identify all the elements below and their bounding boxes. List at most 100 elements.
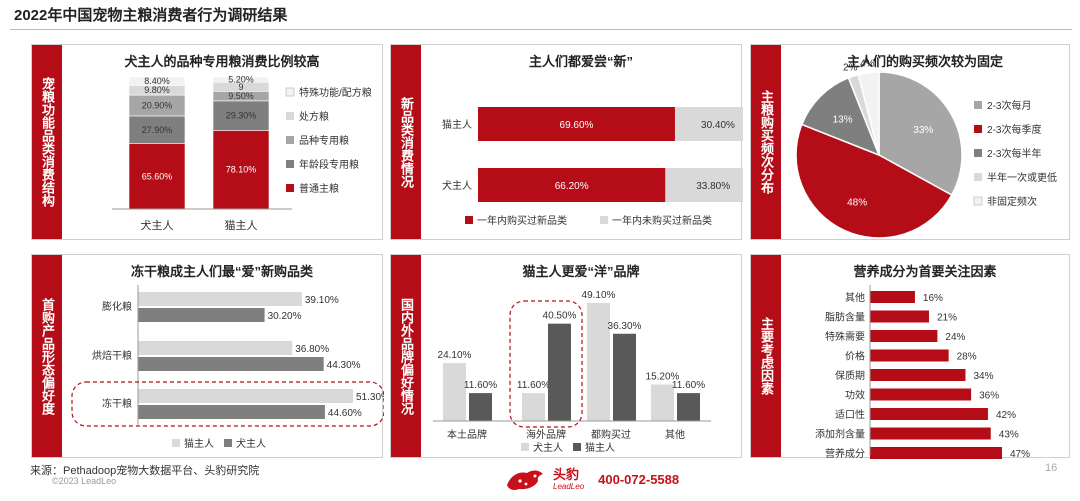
data-label: 11.60% [672,380,705,391]
stacked-bar-segment [665,168,743,202]
bar [870,349,949,362]
brand-footer: 头豹 LeadLeo 400-072-5588 [505,465,679,493]
bar [870,388,972,401]
legend-label: 2-3次每季度 [987,123,1041,136]
panel-purchase-frequency: 主粮购买频次分布 主人们的购买频次较为固定 33% 48% 13% 2% 4% 2-3次每… [750,44,1070,240]
data-label: 9.50% [228,91,254,101]
column [587,303,610,421]
y-tick-label: 适口性 [835,408,865,421]
data-label: 2% [843,63,858,74]
data-label: 44.60% [328,408,362,419]
data-label: 8.40% [144,76,170,86]
y-tick-label: 犬主人 [442,179,472,192]
legend-label: 猫主人 [585,441,615,454]
data-label: 43% [999,430,1019,441]
panel-first-purchase-form: 首购产品形态偏好度 冻干粮成主人们最“爱”新购品类 膨化粮 39.10% 30.20… [31,254,384,458]
stacked-segment [128,115,186,144]
data-label: 21% [937,313,957,324]
panel-sidebar: 主粮购买频次分布 [751,45,781,239]
data-label: 28% [957,352,977,363]
legend-label: 一年内购买过新品类 [477,214,567,227]
bar [870,291,915,303]
bar [138,405,325,419]
data-label: 24.10% [438,350,472,361]
source-note: 来源：Pethadoop宠物大数据平台、头豹研究院 [30,465,260,477]
data-label: 33% [913,125,933,136]
legend-swatch [286,160,294,168]
chart-new-product: 猫主人 69.60% 30.40% 犬主人 66.20% 33.80% 一年内购买过新品类 一… [442,107,743,227]
copyright: ©2023 LeadLeo [52,476,117,486]
bar [138,341,293,355]
legend-swatch [973,196,983,206]
chart-key-factors: 其他 16% 脂肪含量 21% 特殊需要 24% 价格 28% 保质期 34% 功效 36% 适口性 42… [815,285,1030,459]
y-tick-label: 特殊需要 [825,330,865,343]
data-label: 51.30% [356,392,384,403]
chart-first-purchase-form: 膨化粮 39.10%30.20% 烘焙干粮 36.80% 44.30% 冻干粮 51.30%… [71,285,384,450]
legend-label: 半年一次或更低 [987,171,1057,184]
column [613,333,636,421]
data-label: 36.30% [608,321,642,332]
chart-title: 营养成分为首要关注因素 [853,264,997,279]
brand-text: 头豹 LeadLeo [553,466,585,491]
legend-label: 品种专用粮 [299,134,349,147]
data-label: 47% [1010,449,1030,459]
bar [138,389,353,403]
panel-sidebar: 主要考虑因素 [751,255,781,457]
panel-brand-origin: 国内外品牌偏好情况 猫主人更爱“洋”品牌 24.10% 11.60% 本土品牌 11.… [390,254,742,458]
chart-title: 猫主人更爱“洋”品牌 [522,264,640,279]
legend-label: 犬主人 [236,437,266,450]
panel-sidebar: 宠粮功能品类消费结构 [32,45,62,239]
chart-brand-origin: 24.10% 11.60% 本土品牌 11.60% 40.50% 海外品牌 49.10% 36… [433,290,711,454]
x-tick-label: 其他 [665,428,685,441]
data-label: 65.60% [142,171,173,181]
legend-label: 普通主粮 [299,182,339,195]
bar [138,292,302,306]
data-label: 66.20% [555,181,589,192]
column [469,393,492,421]
panel-sidebar: 首购产品形态偏好度 [32,255,62,457]
data-label: 42% [996,410,1016,421]
data-label: 11.60% [517,380,550,391]
legend-label: 2-3次每月 [987,99,1031,112]
bar [138,357,324,371]
chart-title: 主人们的购买频次较为固定 [846,54,1003,69]
data-label: 49.10% [582,290,616,301]
legend-label: 非固定频次 [987,195,1037,208]
y-tick-label: 猫主人 [442,118,472,131]
data-label: 24% [945,332,965,343]
x-tick-label: 都购买过 [591,428,631,441]
panel-new-product: 新品类消费情况 主人们都爱尝“新” 猫主人 69.60% 30.40% 犬主人 66.2… [390,44,743,240]
data-label: 11.60% [464,380,497,391]
panel-sidebar: 新品类消费情况 [391,45,421,239]
chart-title: 犬主人的品种专用粮消费比例较高 [124,54,320,69]
y-tick-label: 脂肪含量 [825,311,865,324]
x-tick-label: 本土品牌 [447,428,487,441]
data-label: 9.80% [144,85,170,95]
legend-swatch [286,112,294,120]
legend-swatch [573,443,581,451]
legend-swatch [974,173,982,181]
stacked-bar-segment [674,107,743,141]
highlight-outline [71,381,384,427]
stacked-bar-segment [478,107,675,141]
legend-label: 处方粮 [299,110,329,123]
data-label: 20.90% [142,101,173,111]
x-tick-label: 猫主人 [225,219,258,232]
legend-label: 2-3次每半年 [987,147,1041,160]
bar [870,330,938,342]
column [677,393,700,421]
brand-sub: LeadLeo [553,481,585,491]
data-label: 36% [979,391,999,402]
sidebar-label: 主要考虑因素 [759,317,774,395]
chart-function-share: 65.60% 27.90% 20.90% 9.80%8.40% 犬主人 78.10% 29.… [112,75,372,232]
data-label: 27.90% [142,125,173,135]
brand-name: 头豹 [553,466,580,482]
y-tick-label: 保质期 [835,369,865,382]
pie-slice [857,71,880,156]
pie-slice [800,76,881,157]
leopard-logo-icon [507,470,543,490]
x-tick-label: 海外品牌 [526,428,566,441]
stacked-bar-segment [478,168,666,202]
data-label: 44.30% [327,360,361,371]
page-number: 16 [1045,462,1058,474]
